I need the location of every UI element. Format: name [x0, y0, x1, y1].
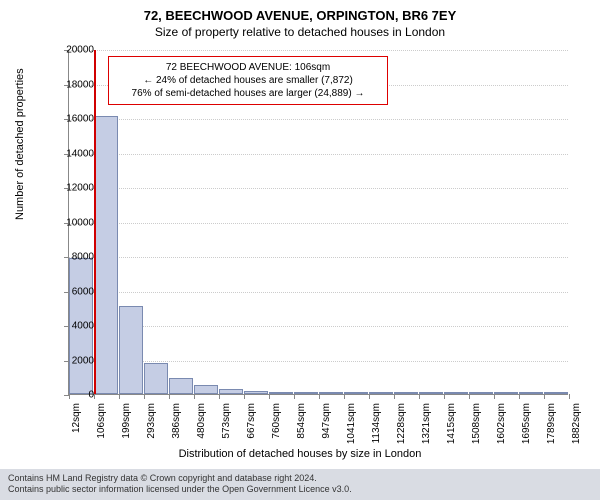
- x-tick-mark: [319, 394, 320, 399]
- x-tick-mark: [519, 394, 520, 399]
- x-tick-label: 573sqm: [221, 403, 232, 453]
- y-tick-label: 8000: [54, 252, 94, 263]
- histogram-bar: [469, 392, 493, 394]
- histogram-bar: [519, 392, 543, 394]
- x-tick-mark: [94, 394, 95, 399]
- x-tick-mark: [244, 394, 245, 399]
- gridline: [69, 154, 568, 155]
- x-tick-label: 667sqm: [246, 403, 257, 453]
- x-tick-label: 947sqm: [321, 403, 332, 453]
- histogram-bar: [194, 385, 218, 394]
- property-marker-line: [94, 50, 96, 394]
- page-title: 72, BEECHWOOD AVENUE, ORPINGTON, BR6 7EY: [0, 0, 600, 23]
- histogram-bar: [94, 116, 118, 394]
- histogram-bar: [444, 392, 468, 394]
- annotation-line3: 76% of semi-detached houses are larger (…: [117, 87, 379, 100]
- x-tick-mark: [544, 394, 545, 399]
- y-tick-label: 4000: [54, 321, 94, 332]
- x-tick-mark: [144, 394, 145, 399]
- x-tick-mark: [119, 394, 120, 399]
- x-tick-label: 1041sqm: [346, 403, 357, 453]
- histogram-bar: [294, 392, 318, 394]
- y-tick-label: 18000: [54, 79, 94, 90]
- y-tick-label: 16000: [54, 114, 94, 125]
- x-tick-mark: [219, 394, 220, 399]
- gridline: [69, 257, 568, 258]
- x-tick-label: 1508sqm: [471, 403, 482, 453]
- x-tick-label: 106sqm: [96, 403, 107, 453]
- x-tick-mark: [369, 394, 370, 399]
- histogram-bar: [144, 363, 168, 394]
- x-tick-label: 386sqm: [171, 403, 182, 453]
- annotation-box: 72 BEECHWOOD AVENUE: 106sqm ← 24% of det…: [108, 56, 388, 105]
- gridline: [69, 188, 568, 189]
- y-axis-label: Number of detached properties: [14, 68, 26, 220]
- x-tick-label: 1882sqm: [571, 403, 582, 453]
- x-tick-label: 293sqm: [146, 403, 157, 453]
- histogram-bar: [344, 392, 368, 394]
- x-tick-mark: [469, 394, 470, 399]
- histogram-bar: [369, 392, 393, 394]
- annotation-line2: ← 24% of detached houses are smaller (7,…: [117, 74, 379, 87]
- x-tick-label: 12sqm: [71, 403, 82, 453]
- histogram-bar: [544, 392, 568, 394]
- gridline: [69, 361, 568, 362]
- x-tick-label: 199sqm: [121, 403, 132, 453]
- y-tick-label: 0: [54, 390, 94, 401]
- x-tick-label: 1602sqm: [496, 403, 507, 453]
- attribution: Contains HM Land Registry data © Crown c…: [0, 469, 600, 500]
- y-tick-label: 6000: [54, 286, 94, 297]
- x-tick-mark: [419, 394, 420, 399]
- histogram-bar: [494, 392, 518, 394]
- x-tick-mark: [444, 394, 445, 399]
- attribution-line2: Contains public sector information licen…: [8, 484, 592, 496]
- histogram-bar: [244, 391, 268, 394]
- gridline: [69, 223, 568, 224]
- histogram-bar: [269, 392, 293, 394]
- histogram-bar: [319, 392, 343, 394]
- histogram-bar: [419, 392, 443, 394]
- histogram-bar: [394, 392, 418, 394]
- x-tick-label: 1695sqm: [521, 403, 532, 453]
- y-tick-label: 10000: [54, 217, 94, 228]
- annotation-line1: 72 BEECHWOOD AVENUE: 106sqm: [117, 61, 379, 74]
- x-tick-mark: [294, 394, 295, 399]
- x-tick-mark: [169, 394, 170, 399]
- x-tick-label: 1789sqm: [546, 403, 557, 453]
- x-tick-mark: [494, 394, 495, 399]
- x-tick-label: 1321sqm: [421, 403, 432, 453]
- x-tick-label: 1134sqm: [371, 403, 382, 453]
- x-tick-mark: [394, 394, 395, 399]
- x-tick-label: 1415sqm: [446, 403, 457, 453]
- histogram-bar: [169, 378, 193, 394]
- y-tick-label: 2000: [54, 355, 94, 366]
- y-tick-label: 14000: [54, 148, 94, 159]
- x-tick-label: 1228sqm: [396, 403, 407, 453]
- x-tick-mark: [569, 394, 570, 399]
- x-tick-mark: [269, 394, 270, 399]
- attribution-line1: Contains HM Land Registry data © Crown c…: [8, 473, 592, 485]
- y-tick-label: 20000: [54, 45, 94, 56]
- gridline: [69, 326, 568, 327]
- y-tick-label: 12000: [54, 183, 94, 194]
- x-tick-mark: [194, 394, 195, 399]
- gridline: [69, 50, 568, 51]
- x-tick-label: 854sqm: [296, 403, 307, 453]
- gridline: [69, 119, 568, 120]
- page-subtitle: Size of property relative to detached ho…: [0, 23, 600, 39]
- gridline: [69, 292, 568, 293]
- x-tick-label: 480sqm: [196, 403, 207, 453]
- x-tick-label: 760sqm: [271, 403, 282, 453]
- histogram-bar: [219, 389, 243, 394]
- histogram-bar: [119, 306, 143, 394]
- x-tick-mark: [344, 394, 345, 399]
